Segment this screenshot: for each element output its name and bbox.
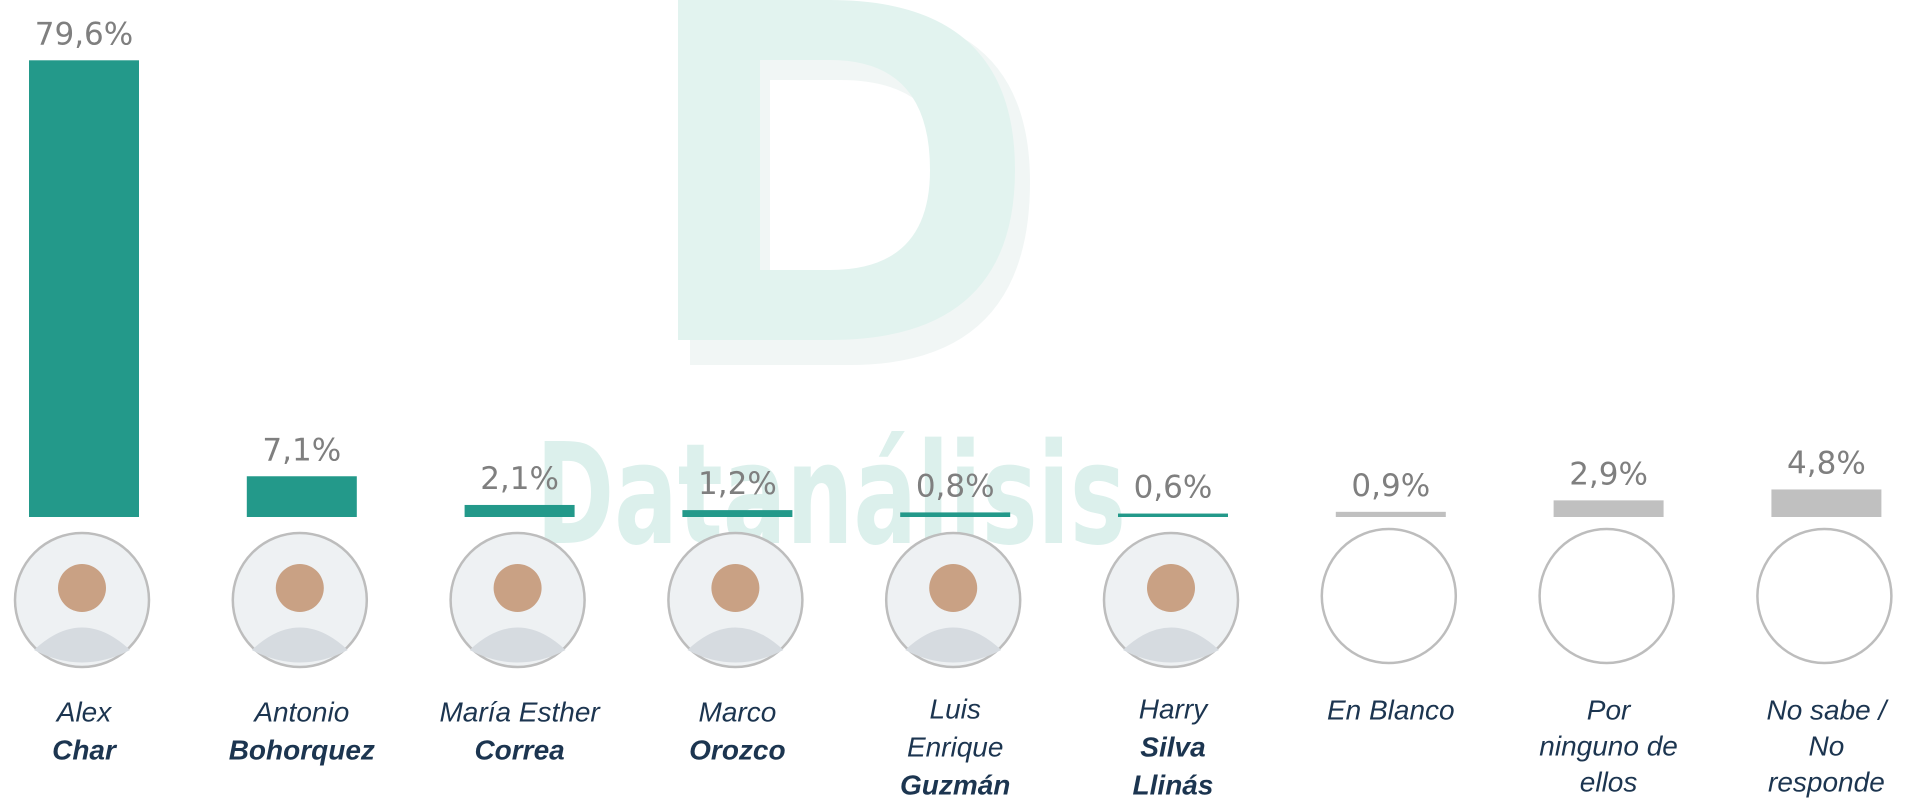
bar (246, 476, 357, 517)
name: Por (1587, 694, 1632, 725)
name: Enrique (907, 731, 1004, 762)
surname: Bohorquez (229, 734, 375, 765)
photo-body (687, 627, 784, 663)
photo-head (58, 564, 106, 612)
photo-frame (1320, 527, 1458, 665)
surname: Silva (1140, 731, 1205, 762)
photo-body (34, 627, 130, 663)
name: No sabe / (1766, 694, 1889, 725)
photo-head (493, 564, 542, 612)
surname: Llinás (1133, 769, 1214, 800)
bar (1335, 511, 1446, 517)
photo-frame (1538, 527, 1675, 665)
photo-frame (1756, 527, 1893, 665)
photo-head (275, 564, 324, 612)
photo-head (1147, 564, 1195, 612)
watermark-text: Datanálisis (536, 414, 1126, 577)
value-label: 0,9% (1351, 468, 1430, 504)
bar (1553, 500, 1664, 517)
bar (29, 60, 139, 518)
photo-body (469, 627, 566, 663)
watermark-logo (678, 0, 1030, 365)
name: María Esther (439, 696, 601, 727)
surname: Correa (474, 734, 564, 765)
value-label: 4,8% (1787, 445, 1866, 481)
value-label: 0,8% (916, 468, 995, 504)
photo-body (251, 627, 348, 663)
photo-head (711, 564, 760, 612)
surname: Char (52, 734, 118, 765)
bar (464, 504, 575, 517)
value-label: 0,6% (1134, 470, 1213, 506)
value-label: 2,1% (480, 461, 559, 497)
bar (1118, 513, 1228, 517)
name: En Blanco (1327, 694, 1455, 725)
name: Alex (55, 696, 112, 727)
photo-body (905, 627, 1002, 663)
surname: Guzmán (900, 769, 1010, 800)
bar (900, 512, 1011, 517)
bar (682, 510, 793, 517)
value-label: 2,9% (1569, 456, 1648, 492)
surname: Orozco (689, 734, 785, 765)
value-label: 1,2% (698, 466, 777, 502)
name: ellos (1580, 766, 1638, 797)
value-label: 79,6% (35, 16, 133, 52)
name: Antonio (252, 696, 349, 727)
name: Harry (1139, 693, 1209, 724)
value-label: 7,1% (262, 432, 341, 468)
bar (1771, 489, 1882, 517)
name: No (1809, 730, 1845, 761)
name: responde (1768, 766, 1885, 797)
name: Marco (699, 696, 777, 727)
photo-body (1123, 627, 1219, 663)
name: Luis (930, 693, 981, 724)
photo-head (929, 564, 978, 612)
name: ninguno de (1539, 730, 1678, 761)
